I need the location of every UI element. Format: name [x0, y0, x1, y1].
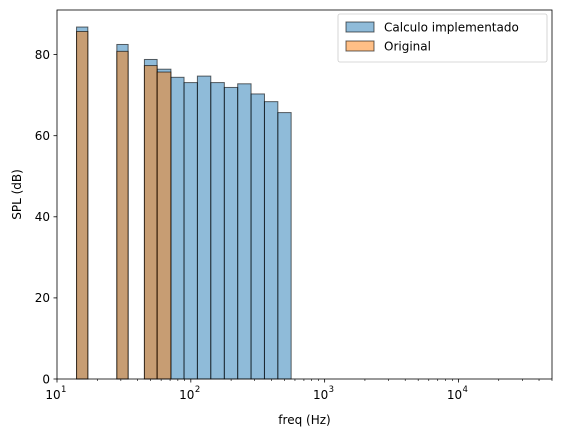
y-axis-label: SPL (dB)	[10, 169, 24, 220]
legend-swatch-calculo	[345, 21, 375, 33]
bar-original-0	[76, 30, 89, 380]
x-axis: 10 1 10 2 10 3 10 4	[45, 379, 553, 402]
x-tick-exponent-2: 3	[329, 385, 334, 395]
y-tick-label-3: 60	[35, 129, 50, 143]
x-axis-label: freq (Hz)	[278, 413, 330, 427]
y-tick-label-0: 0	[42, 372, 50, 386]
y-axis: 0 20 40 60 80	[35, 48, 57, 386]
bar-original-3	[156, 71, 172, 380]
bar-calculo-6	[196, 75, 212, 380]
x-tick-exponent-0: 1	[61, 385, 66, 395]
bar-calculo-7	[210, 82, 225, 380]
y-tick-label-4: 80	[35, 48, 50, 62]
bar-original-2	[143, 65, 158, 380]
bar-calculo-10	[250, 93, 265, 380]
legend-label-original: Original	[384, 40, 431, 54]
bar-calculo-8	[223, 86, 239, 380]
bars-layer	[76, 26, 292, 380]
legend-swatch-original	[345, 40, 375, 52]
x-tick-label-0: 10	[45, 388, 60, 402]
bar-calculo-12	[277, 112, 292, 380]
bar-calculo-9	[237, 83, 252, 380]
x-tick-exponent-1: 2	[195, 385, 200, 395]
x-tick-label-2: 10	[313, 388, 328, 402]
legend-label-calculo: Calculo implementado	[384, 21, 519, 35]
bar-original-1	[116, 50, 129, 380]
x-tick-label-3: 10	[447, 388, 462, 402]
plot-frame	[56, 9, 553, 380]
x-tick-label-1: 10	[179, 388, 194, 402]
y-tick-label-1: 20	[35, 291, 50, 305]
bar-calculo-5	[183, 82, 198, 380]
legend: Calculo implementado Original	[337, 13, 548, 63]
legend-box	[337, 13, 548, 63]
y-tick-label-2: 40	[35, 210, 50, 224]
bar-calculo-4	[170, 76, 185, 380]
bar-calculo-11	[263, 101, 279, 380]
x-tick-exponent-3: 4	[462, 385, 467, 395]
